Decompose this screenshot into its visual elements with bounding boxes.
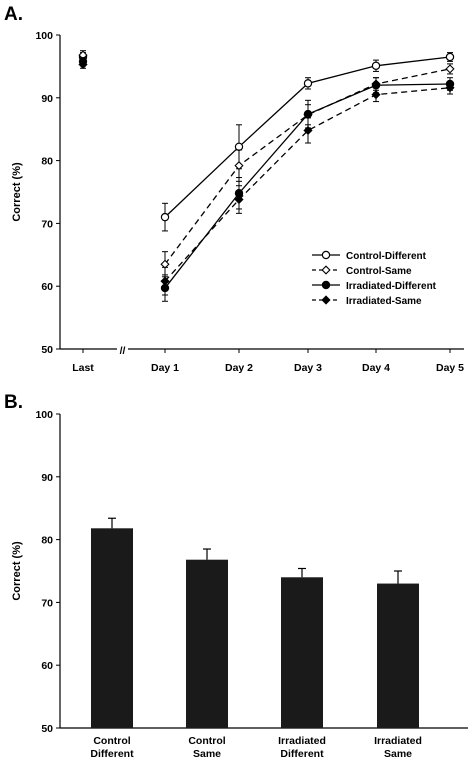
legend-label: Irradiated-Same <box>346 296 422 307</box>
y-tick-label: 60 <box>41 660 53 672</box>
x-tick-label-line: Same <box>384 748 412 760</box>
data-point <box>371 61 381 70</box>
legend-marker <box>321 250 331 260</box>
bar <box>281 577 323 728</box>
data-point <box>445 83 455 93</box>
series-line <box>164 87 451 282</box>
panel-b-y-ticks: 50 60 70 80 90 100 <box>35 409 60 735</box>
panel-a-series <box>78 50 455 302</box>
legend-marker <box>321 280 331 290</box>
y-tick-label: 100 <box>35 30 53 42</box>
x-tick-label: Control Different <box>90 735 134 760</box>
x-tick-label: Day 4 <box>362 362 390 374</box>
data-point <box>303 109 313 119</box>
y-tick-label: 90 <box>41 472 53 484</box>
x-tick-label: Control Same <box>188 735 225 760</box>
bar <box>91 528 133 728</box>
y-tick-label: 90 <box>41 93 53 105</box>
panel-a-label: A. <box>4 4 23 25</box>
bar <box>377 583 419 728</box>
legend-marker <box>321 295 331 305</box>
data-point <box>234 161 244 171</box>
panel-a-y-ticks: 50 60 70 80 90 100 <box>35 30 60 356</box>
x-tick-label: Day 2 <box>225 362 253 374</box>
y-tick-label: 80 <box>41 535 53 547</box>
x-tick-label: Last <box>72 362 94 374</box>
series-irradiated-same <box>78 59 455 296</box>
data-point <box>234 194 244 205</box>
x-tick-label: Irradiated Different <box>278 735 326 760</box>
y-tick-label: 50 <box>41 344 53 356</box>
data-point <box>160 276 170 286</box>
x-tick-label-line: Different <box>90 748 134 760</box>
x-tick-label-line: Control <box>93 735 130 747</box>
bar-control-same <box>186 548 228 728</box>
bar-control-different <box>91 517 133 728</box>
y-tick-label: 60 <box>41 281 53 293</box>
series-irradiated-different <box>78 57 455 302</box>
legend-label: Control-Same <box>346 266 412 277</box>
panel-a-axes: // <box>59 35 464 357</box>
panel-b-bars <box>91 517 419 728</box>
series-line <box>164 68 451 265</box>
y-tick-label: 50 <box>41 723 53 735</box>
y-tick-label: 80 <box>41 156 53 168</box>
x-tick-label-line: Different <box>280 748 324 760</box>
data-point <box>303 79 313 88</box>
data-point <box>160 212 170 222</box>
bar-irradiated-same <box>377 570 419 728</box>
data-point <box>78 59 88 70</box>
data-point <box>234 142 244 151</box>
y-tick-label: 70 <box>41 218 53 230</box>
x-tick-label-line: Control <box>188 735 225 747</box>
bar <box>186 559 228 728</box>
panel-b-label: B. <box>4 392 23 413</box>
x-tick-label-line: Irradiated <box>278 735 326 747</box>
legend-marker <box>321 265 331 275</box>
panel-a-legend: Control-Different Control-Same Irradiated-… <box>312 250 437 307</box>
panel-a-line-chart: A. // 50 60 70 80 90 100 Last Day 1 Day 2 Day 3 D… <box>4 4 464 374</box>
x-tick-label-line: Same <box>193 748 221 760</box>
x-tick-label: Day 3 <box>294 362 322 374</box>
axis-break-symbol: // <box>120 345 126 357</box>
data-point <box>445 52 455 62</box>
panel-a-y-axis-title: Correct (%) <box>11 162 23 222</box>
panel-a-x-ticks: Last Day 1 Day 2 Day 3 Day 4 Day 5 <box>72 349 464 374</box>
y-tick-label: 70 <box>41 597 53 609</box>
panel-b-y-axis-title: Correct (%) <box>11 541 23 601</box>
x-tick-label-line: Irradiated <box>374 735 422 747</box>
data-point <box>371 90 381 100</box>
x-tick-label: Day 1 <box>151 362 179 374</box>
data-point <box>445 64 455 74</box>
legend-label: Control-Different <box>346 251 427 262</box>
x-tick-label: Irradiated Same <box>374 735 422 760</box>
x-tick-label: Day 5 <box>436 362 464 374</box>
legend-label: Irradiated-Different <box>346 281 437 292</box>
bar-irradiated-different <box>281 567 323 728</box>
data-point <box>303 125 313 136</box>
y-tick-label: 100 <box>35 409 53 421</box>
